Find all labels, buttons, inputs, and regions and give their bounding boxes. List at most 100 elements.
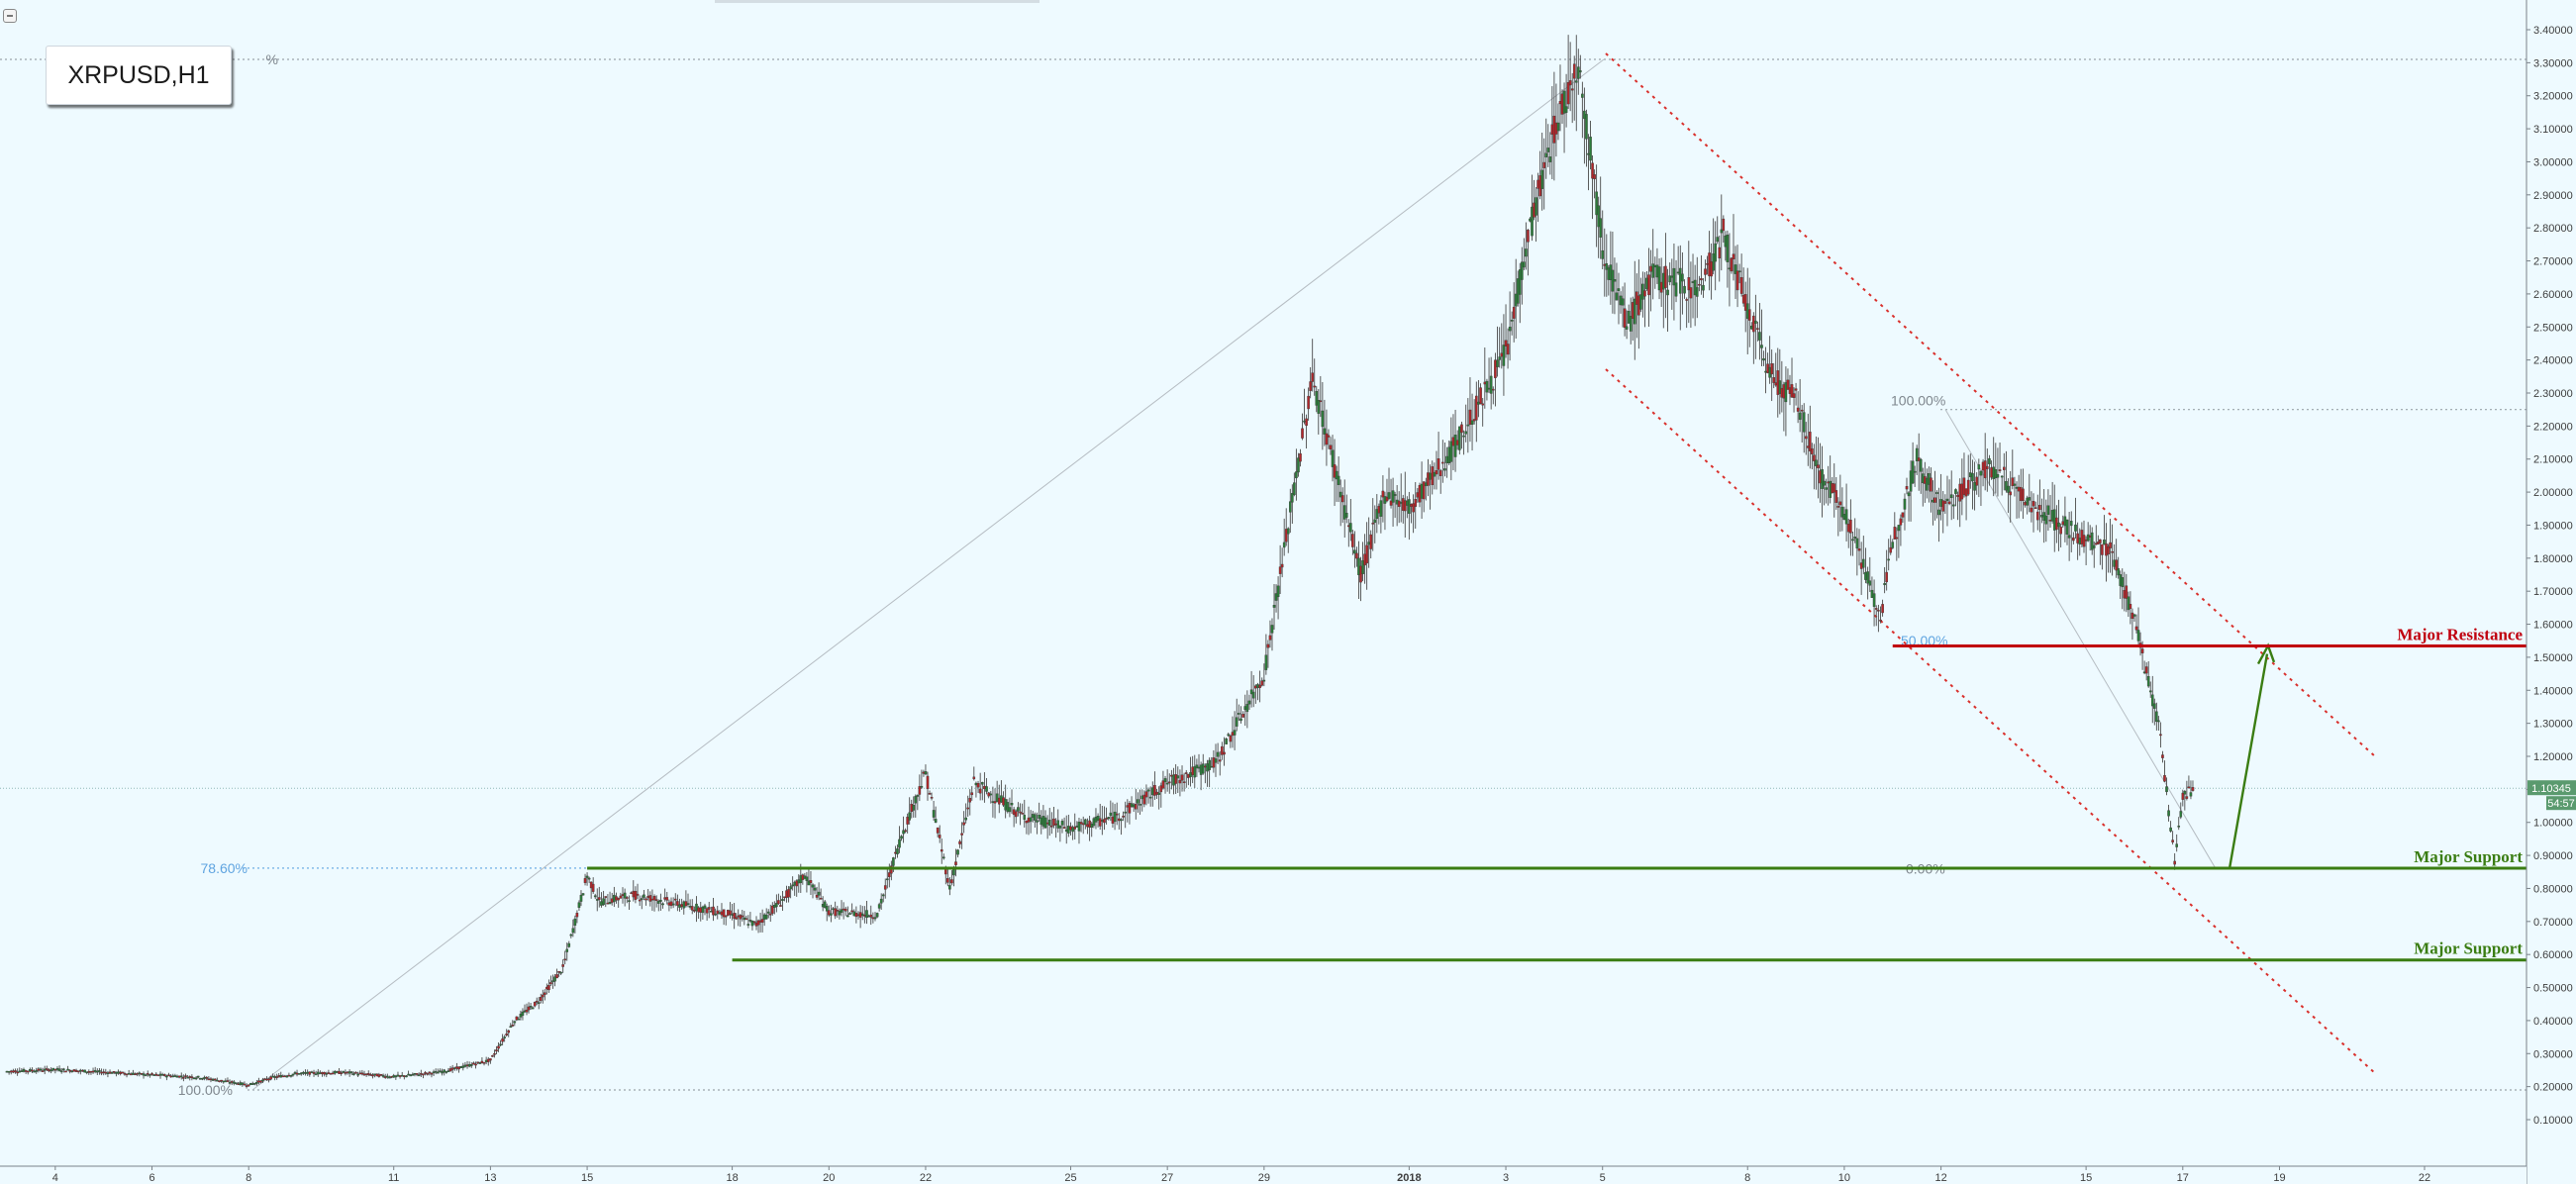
candle-body xyxy=(1153,785,1156,796)
candle-body xyxy=(1150,787,1154,796)
candle-body xyxy=(561,964,564,967)
candle-body xyxy=(1064,829,1068,833)
candle-body xyxy=(1964,488,1968,497)
candle-body xyxy=(1969,472,1972,478)
candle-body xyxy=(1919,458,1923,472)
candle-body xyxy=(2024,502,2027,506)
candle-body xyxy=(1943,501,1947,504)
candle-body xyxy=(218,1080,221,1082)
candle-body xyxy=(1846,524,1850,533)
candle-body xyxy=(1229,736,1233,742)
candle-body xyxy=(1664,265,1667,288)
candle-body xyxy=(626,897,629,899)
y-tick-label: 2.40000 xyxy=(2533,355,2573,367)
candle-body xyxy=(2042,512,2045,521)
candle-body xyxy=(491,1055,494,1057)
candle-body xyxy=(16,1071,19,1074)
toolbar-tab[interactable] xyxy=(715,0,1040,3)
candle-body xyxy=(39,1068,43,1071)
candle-body xyxy=(480,1060,484,1063)
candle-body xyxy=(243,1083,247,1086)
candle-body xyxy=(1241,714,1244,718)
candle-body xyxy=(1208,759,1211,770)
candle-body xyxy=(838,911,842,916)
candle-body xyxy=(1238,713,1240,715)
candle-body xyxy=(1128,803,1132,814)
candle-body xyxy=(852,911,856,917)
candle-body xyxy=(656,901,660,904)
candle-body xyxy=(1475,395,1478,421)
y-tick-label: 2.00000 xyxy=(2533,487,2573,499)
x-tick-label: 22 xyxy=(2419,1172,2430,1184)
candle-body xyxy=(1214,758,1218,763)
collapse-icon[interactable] xyxy=(3,9,17,23)
candle-body xyxy=(1071,827,1074,833)
candle-body xyxy=(511,1025,515,1027)
candle-body xyxy=(1140,795,1143,800)
candle-body xyxy=(269,1076,272,1080)
candle-body xyxy=(79,1069,82,1072)
candle-body xyxy=(2150,694,2154,707)
candle-body xyxy=(1040,817,1043,826)
candle-body xyxy=(70,1070,74,1073)
time-axis[interactable]: 4 6 8 11 13 15 18 20 22 25 27 29 2018 3 5 8 10 12 15 17 19 22 xyxy=(0,1165,2526,1184)
candle-body xyxy=(669,901,673,906)
candle-body xyxy=(1670,275,1674,278)
candle-body xyxy=(102,1071,105,1073)
candle-body xyxy=(392,1075,396,1078)
candle-body xyxy=(1772,377,1775,383)
candle-body xyxy=(255,1082,258,1084)
candle-body xyxy=(184,1075,187,1077)
candle-body xyxy=(673,898,677,901)
candle-body xyxy=(1115,813,1119,816)
candle-body xyxy=(650,898,654,901)
candle-body xyxy=(129,1073,133,1076)
candle-body xyxy=(995,793,999,802)
candle-body xyxy=(291,1073,295,1076)
candle-body xyxy=(654,899,658,901)
candle-body xyxy=(1494,359,1497,378)
candle-body xyxy=(817,891,821,896)
candle-body xyxy=(347,1071,351,1074)
candle-body xyxy=(106,1072,110,1074)
candle-body xyxy=(690,906,694,911)
y-tick-label: 0.30000 xyxy=(2533,1048,2573,1060)
candle-body xyxy=(843,908,847,912)
y-tick-label: 2.50000 xyxy=(2533,322,2573,334)
candle-body xyxy=(892,857,895,866)
candle-body xyxy=(489,1058,492,1061)
candle-body xyxy=(1313,385,1317,388)
candle-body xyxy=(858,912,862,918)
candle-body xyxy=(1118,818,1121,822)
candle-body xyxy=(1319,400,1323,403)
candle-body xyxy=(453,1067,456,1069)
candle-body xyxy=(1676,271,1680,274)
candle-body xyxy=(1379,500,1383,517)
candle-body xyxy=(1954,489,1957,494)
candle-body xyxy=(1403,500,1407,512)
candle-body xyxy=(1355,552,1358,559)
candle-body xyxy=(1451,437,1455,446)
candle-body xyxy=(846,915,849,918)
candle-body xyxy=(1227,734,1231,737)
price-axis[interactable]: 3.40000 3.30000 3.20000 3.10000 3.00000 2.900… xyxy=(2526,0,2576,1184)
candle-body xyxy=(815,894,819,898)
candle-body xyxy=(1870,589,1874,598)
candle-body xyxy=(1139,803,1141,806)
candle-body xyxy=(420,1072,423,1075)
candle-body xyxy=(1161,780,1165,789)
candle-body xyxy=(1700,278,1703,281)
candle-body xyxy=(1342,505,1346,520)
candle-body xyxy=(1868,580,1872,586)
candle-body xyxy=(96,1070,99,1073)
y-tick-label: 2.70000 xyxy=(2533,256,2573,268)
candle-body xyxy=(1704,268,1707,275)
candle-body xyxy=(1821,469,1824,489)
candle-body xyxy=(2009,491,2012,496)
candle-body xyxy=(24,1070,28,1072)
candle-body xyxy=(1548,156,1552,162)
candle-body xyxy=(1353,549,1356,554)
candle-body xyxy=(1109,812,1113,817)
fib-trendline xyxy=(1944,409,2217,869)
